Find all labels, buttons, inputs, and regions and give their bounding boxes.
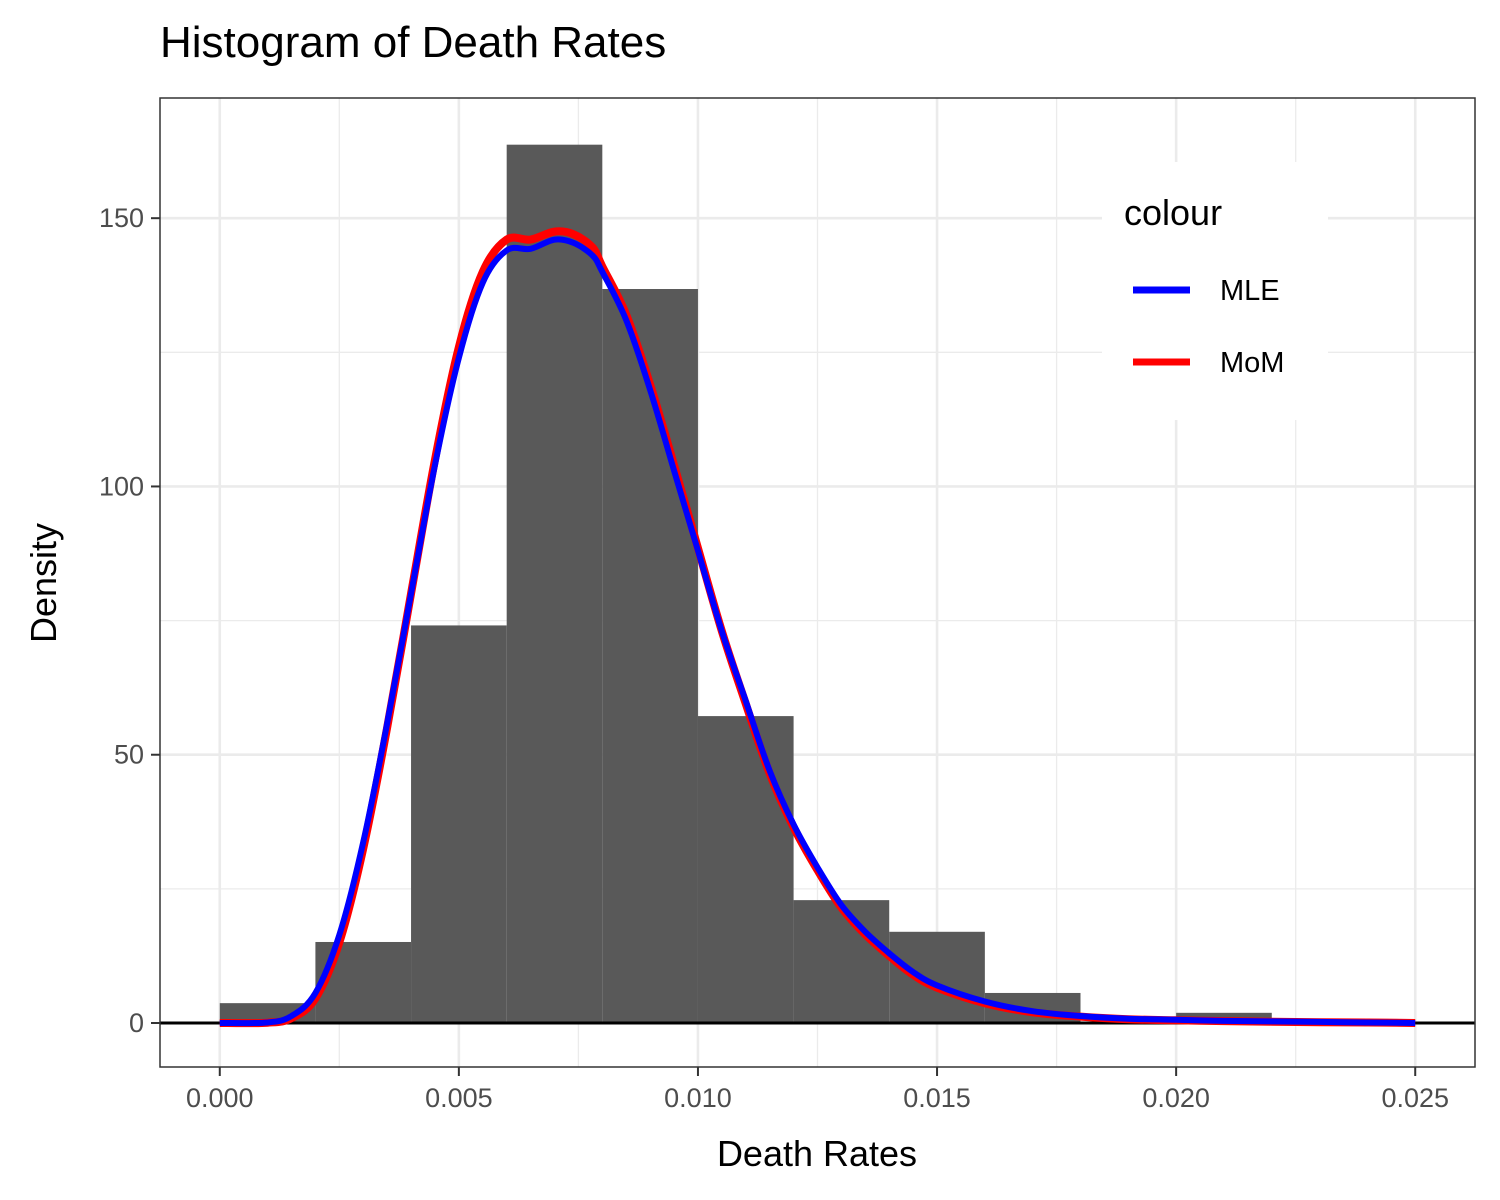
ticks-layer: 0.000 0.005 0.010 0.015 0.020 0.025 0 50 100 150 [99,203,1449,1113]
legend-title: colour [1124,192,1222,233]
histogram-bar [602,289,698,1024]
density-lines-layer [219,227,1416,1028]
y-tick-label: 150 [99,203,144,233]
histogram-bar [889,931,985,1024]
x-tick-label: 0.020 [1142,1083,1210,1113]
legend-label-mle: MLE [1220,275,1280,307]
y-tick-label: 0 [129,1008,144,1038]
histogram-bar [793,900,890,1024]
y-axis-title: Density [23,523,64,643]
density-curve-mle [219,236,1416,1027]
x-tick-label: 0.010 [664,1083,732,1113]
x-tick-label: 0.025 [1381,1083,1449,1113]
histogram-bar [697,716,794,1024]
legend-label-mom: MoM [1220,347,1284,379]
x-tick-label: 0.000 [186,1083,254,1113]
panel-border [159,97,1476,1068]
chart-title: Histogram of Death Rates [160,18,667,67]
histogram-bar [411,625,507,1024]
x-axis-title: Death Rates [717,1133,917,1174]
histogram-bar [506,144,603,1024]
y-tick-label: 50 [114,740,144,770]
x-tick-label: 0.005 [425,1083,493,1113]
y-tick-label: 100 [99,471,144,501]
legend: colour MLE MoM [1102,162,1328,420]
x-tick-label: 0.015 [903,1083,971,1113]
